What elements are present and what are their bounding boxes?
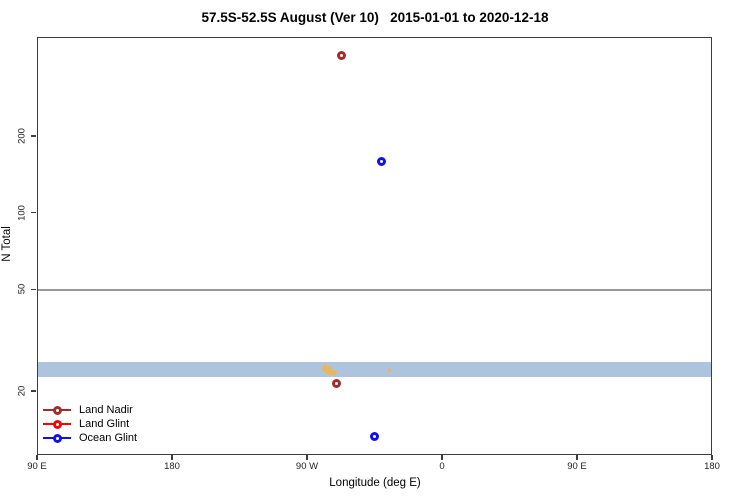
orange-data-point [327, 368, 331, 372]
chart-title: 57.5S-52.5S August (Ver 10) 2015-01-01 t… [201, 10, 549, 25]
y-tick [31, 135, 36, 137]
ocean-glint-marker-icon [43, 433, 71, 443]
legend-item-ocean-glint: Ocean Glint [43, 431, 137, 445]
x-tick [711, 455, 713, 460]
x-axis-label: Longitude (deg E) [329, 477, 421, 489]
orange-data-point [325, 370, 329, 374]
orange-data-point [333, 370, 337, 374]
data-point [369, 432, 379, 442]
x-tick-label: 180 [164, 461, 180, 472]
legend-label: Ocean Glint [79, 432, 138, 444]
orange-data-point [387, 368, 391, 372]
reference-line [38, 289, 711, 292]
x-tick [306, 455, 308, 460]
data-point [332, 379, 341, 389]
data-point [336, 51, 346, 61]
orange-data-point [322, 365, 326, 369]
x-tick-label: 0 [439, 461, 445, 472]
y-tick [31, 211, 36, 214]
legend-label: Land Nadir [79, 404, 133, 416]
plot-area: Land Nadir Land Glint Ocean Glint [37, 37, 712, 455]
x-tick [576, 455, 578, 460]
x-tick-label: 180 [704, 461, 720, 472]
orange-data-point [323, 369, 327, 373]
y-tick-label: 200 [16, 128, 28, 144]
y-tick [31, 390, 36, 392]
y-tick-label: 100 [16, 204, 28, 221]
orange-data-point [328, 372, 332, 375]
orange-data-point [324, 364, 328, 368]
y-axis-label: N Total [1, 226, 13, 262]
x-tick [171, 455, 173, 460]
y-tick-label: 20 [16, 385, 28, 397]
orange-data-point [326, 366, 330, 370]
x-tick [441, 455, 443, 460]
legend: Land Nadir Land Glint Ocean Glint [43, 403, 137, 445]
orange-data-point [329, 370, 333, 374]
land-nadir-marker-icon [43, 405, 71, 415]
orange-data-point [329, 366, 332, 370]
orange-data-point [321, 367, 325, 371]
x-tick-label: 90 W [295, 461, 319, 472]
highlight-band [38, 361, 711, 377]
legend-item-land-nadir: Land Nadir [43, 403, 137, 417]
orange-data-point [331, 369, 335, 373]
legend-label: Land Glint [79, 418, 130, 430]
legend-item-land-glint: Land Glint [43, 417, 137, 431]
x-tick [36, 455, 38, 460]
x-tick-label: 90 E [27, 461, 47, 472]
y-tick [31, 288, 36, 291]
orange-data-point [330, 372, 334, 376]
land-glint-marker-icon [43, 419, 71, 429]
y-tick-label: 50 [16, 284, 28, 295]
x-tick-label: 90 E [567, 461, 587, 472]
data-point [377, 157, 386, 167]
